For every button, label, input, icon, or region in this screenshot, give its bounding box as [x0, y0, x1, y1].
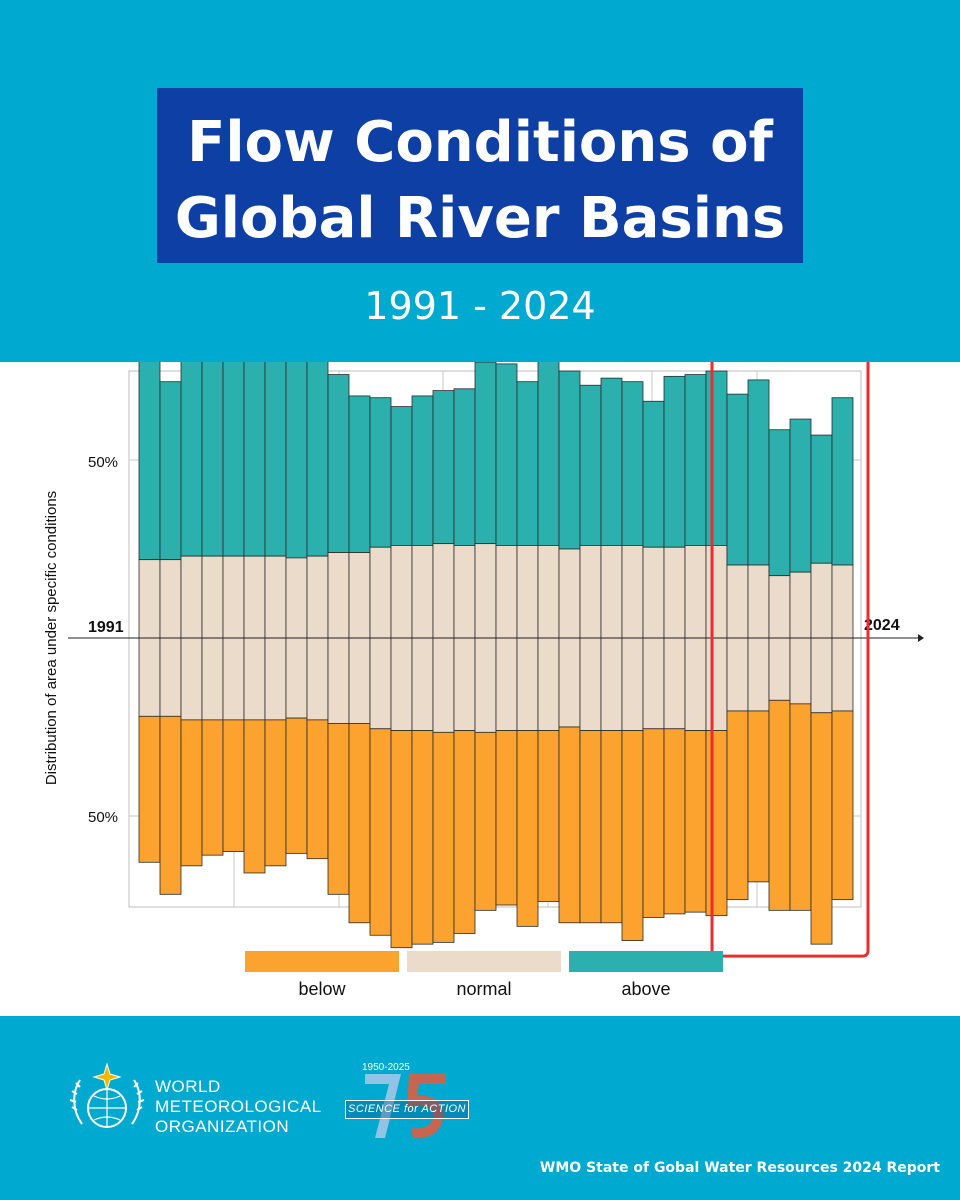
legend-below-swatch [245, 951, 399, 972]
bar-below-2022 [789, 703, 812, 911]
flow-conditions-chart: 1991 2024 50% 50% Distribution of area u… [43, 362, 924, 958]
bar-below-1997 [264, 719, 287, 867]
bar-below-2004 [411, 730, 434, 945]
bar-above-2007 [474, 362, 497, 545]
bar-above-2002 [369, 397, 392, 548]
anniversary-years: 1950-2025 [362, 1062, 410, 1073]
bar-below-2019 [726, 710, 749, 901]
bar-above-2010 [537, 362, 560, 546]
anniversary-slogan: SCIENCE for ACTION [345, 1100, 469, 1119]
bar-below-2010 [537, 730, 560, 902]
bar-below-2014 [621, 730, 644, 941]
bar-below-2013 [600, 730, 623, 924]
bar-above-2005 [432, 390, 455, 545]
bar-above-1998 [285, 362, 308, 559]
bar-above-2021 [768, 429, 791, 577]
y-axis-label: Distribution of area under specific cond… [43, 491, 60, 785]
axis-arrow [918, 634, 924, 642]
bar-below-2009 [516, 730, 539, 927]
title-line-2: Global River Basins [174, 186, 786, 251]
bar-below-2003 [390, 730, 413, 949]
bar-below-2016 [663, 728, 686, 915]
bar-below-2001 [348, 723, 371, 924]
bars-group [138, 362, 854, 949]
legend-below-label: below [298, 979, 346, 999]
bar-above-2008 [495, 363, 518, 546]
bar-above-2017 [684, 374, 707, 546]
bar-below-2024 [831, 710, 854, 901]
bar-below-1991 [138, 715, 161, 863]
footer-band [0, 1016, 960, 1200]
bar-below-2007 [474, 731, 497, 911]
wmo-name: WORLD METEOROLOGICAL ORGANIZATION [155, 1077, 322, 1137]
bar-above-2011 [558, 370, 581, 550]
bar-below-1996 [243, 719, 266, 874]
bar-below-2011 [558, 726, 581, 924]
bar-below-1994 [201, 719, 224, 856]
title-box: Flow Conditions of Global River Basins [157, 88, 803, 263]
legend-above-swatch [569, 951, 723, 972]
bar-above-2001 [348, 395, 371, 553]
subtitle: 1991 - 2024 [364, 284, 596, 328]
bar-below-2008 [495, 730, 518, 906]
bar-below-2018 [705, 730, 728, 917]
bar-above-2023 [810, 434, 833, 564]
anniversary-logo: 1950-2025 SCIENCE for ACTION [345, 1060, 470, 1140]
bar-above-2022 [789, 418, 812, 573]
bar-above-1993 [180, 362, 203, 557]
bar-above-2024 [831, 397, 854, 566]
bar-above-2018 [705, 370, 728, 546]
report-title: WMO State of Gobal Water Resources 2024 … [539, 1160, 940, 1176]
wmo-line-3: ORGANIZATION [155, 1117, 290, 1136]
bar-below-2012 [579, 730, 602, 924]
bar-below-2020 [747, 710, 770, 883]
bar-above-2015 [642, 400, 665, 548]
y-tick-above: 50% [88, 454, 118, 471]
seventy-five-icon [365, 1074, 445, 1139]
wmo-emblem-icon [69, 1062, 145, 1128]
bar-below-1995 [222, 719, 245, 853]
bar-above-2014 [621, 381, 644, 546]
bar-above-1994 [201, 362, 224, 557]
bar-above-2019 [726, 393, 749, 566]
bar-above-2016 [663, 375, 686, 548]
bar-below-1999 [306, 719, 329, 860]
legend-above-label: above [621, 979, 671, 999]
bar-below-2000 [327, 723, 350, 895]
bar-above-2004 [411, 395, 434, 546]
start-year-label: 1991 [88, 619, 124, 636]
bar-below-2023 [810, 712, 833, 945]
bar-above-2009 [516, 381, 539, 546]
wmo-line-2: METEOROLOGICAL [155, 1097, 322, 1116]
bar-below-2021 [768, 699, 791, 911]
bar-above-2000 [327, 374, 350, 553]
bar-above-2012 [579, 384, 602, 546]
bar-above-2013 [600, 377, 623, 546]
bar-below-2006 [453, 730, 476, 934]
bar-above-2003 [390, 406, 413, 546]
legend-normal-label: normal [456, 979, 512, 999]
bar-above-1996 [243, 362, 266, 557]
bar-below-2015 [642, 728, 665, 918]
bar-above-2020 [747, 379, 770, 566]
highlight-box [710, 362, 870, 958]
bar-above-1999 [306, 362, 329, 557]
bar-above-2006 [453, 388, 476, 546]
legend-normal-swatch [407, 951, 561, 972]
bar-below-1993 [180, 719, 203, 867]
bar-above-1995 [222, 362, 245, 557]
bar-below-2017 [684, 730, 707, 913]
title-line-1: Flow Conditions of [187, 110, 773, 175]
bar-below-2002 [369, 728, 392, 936]
bar-below-1998 [285, 717, 308, 854]
end-year-label: 2024 [864, 617, 900, 634]
bar-below-1992 [159, 715, 182, 895]
bar-above-1992 [159, 381, 182, 561]
bar-above-1991 [138, 362, 161, 561]
y-tick-below: 50% [88, 809, 118, 826]
bar-below-2005 [432, 731, 455, 943]
bar-above-1997 [264, 362, 287, 557]
wmo-line-1: WORLD [155, 1077, 221, 1096]
